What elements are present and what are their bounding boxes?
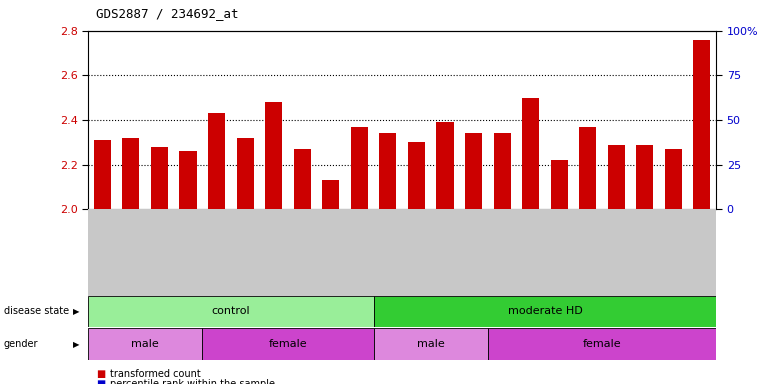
Bar (93, 206, 111, 209)
Bar (465, 133, 482, 209)
Bar (602, 209, 630, 296)
Bar (693, 40, 711, 209)
Bar (607, 144, 625, 209)
Bar (551, 160, 568, 209)
Bar (123, 206, 139, 209)
Bar (437, 206, 453, 209)
Text: control: control (211, 306, 250, 316)
Bar (516, 209, 545, 296)
Bar (316, 209, 345, 296)
Bar (488, 328, 716, 360)
Bar (665, 149, 682, 209)
Bar (379, 206, 397, 209)
Bar (260, 209, 288, 296)
Bar (351, 206, 368, 209)
Bar (88, 296, 374, 327)
Bar (179, 151, 197, 209)
Bar (123, 138, 139, 209)
Bar (208, 113, 225, 209)
Bar (151, 206, 168, 209)
Bar (493, 206, 511, 209)
Bar (374, 328, 488, 360)
Bar (231, 209, 260, 296)
Bar (93, 140, 111, 209)
Bar (493, 133, 511, 209)
Bar (351, 127, 368, 209)
Text: moderate HD: moderate HD (508, 306, 582, 316)
Bar (265, 102, 282, 209)
Bar (574, 209, 602, 296)
Bar (88, 209, 116, 296)
Bar (374, 296, 716, 327)
Bar (288, 209, 316, 296)
Bar (293, 149, 311, 209)
Bar (460, 209, 488, 296)
Bar (322, 206, 339, 209)
Bar (693, 200, 711, 209)
Text: ■: ■ (96, 369, 105, 379)
Bar (293, 206, 311, 209)
Text: ▶: ▶ (74, 339, 80, 349)
Bar (665, 206, 682, 209)
Bar (179, 206, 197, 209)
Bar (465, 200, 482, 209)
Text: female: female (583, 339, 621, 349)
Bar (630, 209, 659, 296)
Bar (402, 209, 430, 296)
Text: female: female (269, 339, 307, 349)
Text: ▶: ▶ (74, 307, 80, 316)
Bar (322, 180, 339, 209)
Bar (379, 133, 397, 209)
Bar (202, 209, 231, 296)
Bar (408, 206, 425, 209)
Bar (202, 328, 374, 360)
Bar (551, 206, 568, 209)
Text: ■: ■ (96, 379, 105, 384)
Bar (522, 200, 539, 209)
Bar (637, 206, 653, 209)
Bar (579, 206, 596, 209)
Bar (208, 206, 225, 209)
Bar (237, 202, 254, 209)
Bar (146, 209, 174, 296)
Bar (688, 209, 716, 296)
Bar (408, 142, 425, 209)
Text: GDS2887 / 234692_at: GDS2887 / 234692_at (96, 7, 238, 20)
Text: male: male (417, 339, 444, 349)
Text: transformed count: transformed count (110, 369, 200, 379)
Bar (607, 206, 625, 209)
Bar (659, 209, 688, 296)
Bar (374, 209, 402, 296)
Bar (437, 122, 453, 209)
Bar (488, 209, 516, 296)
Bar (522, 98, 539, 209)
Bar (265, 206, 282, 209)
Text: male: male (131, 339, 159, 349)
Bar (116, 209, 146, 296)
Bar (430, 209, 460, 296)
Bar (545, 209, 574, 296)
Bar (637, 144, 653, 209)
Text: gender: gender (4, 339, 38, 349)
Bar (151, 147, 168, 209)
Bar (174, 209, 202, 296)
Bar (579, 127, 596, 209)
Bar (345, 209, 374, 296)
Bar (88, 328, 202, 360)
Bar (237, 138, 254, 209)
Text: disease state: disease state (4, 306, 69, 316)
Text: percentile rank within the sample: percentile rank within the sample (110, 379, 274, 384)
